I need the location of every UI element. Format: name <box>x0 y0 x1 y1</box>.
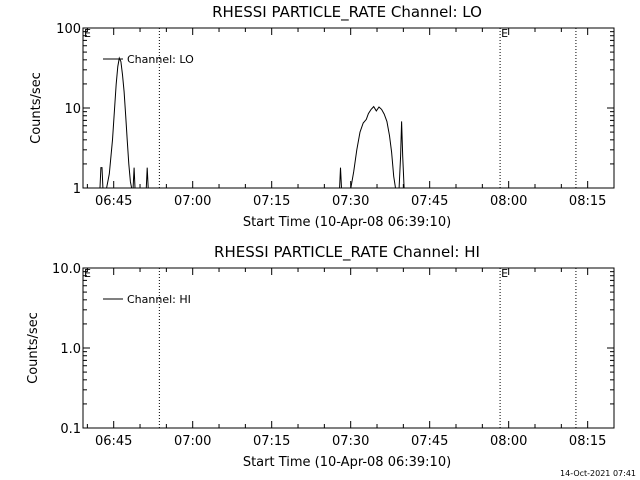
y-tick-label: 1 <box>73 182 81 197</box>
x-tick-label: 07:30 <box>332 434 369 449</box>
time-marker-label: E <box>501 27 508 40</box>
y-tick-label: 10.0 <box>52 262 81 277</box>
legend: Channel: LO <box>103 53 194 66</box>
x-tick-label: 06:45 <box>95 434 132 449</box>
x-tick-label: 06:45 <box>95 194 132 209</box>
time-marker-label: E <box>501 267 508 280</box>
chart-title: RHESSI PARTICLE_RATE Channel: LO <box>212 3 482 22</box>
y-tick-label: 1.0 <box>60 342 81 357</box>
axis-ticks: 06:45 07:00 07:15 07:30 07:45 08:00 08:15 1 10 10… <box>56 22 615 209</box>
time-markers: E <box>158 267 577 428</box>
y-axis-label: Counts/sec <box>26 312 41 384</box>
legend-entry: Channel: HI <box>127 293 191 306</box>
y-tick-label: 0.1 <box>60 422 81 437</box>
x-tick-label: 07:15 <box>253 194 290 209</box>
time-markers: E <box>158 27 577 188</box>
legend: Channel: HI <box>103 293 191 306</box>
footer-timestamp: 14-Oct-2021 07:41 <box>560 469 636 478</box>
x-tick-label: 08:00 <box>490 194 527 209</box>
edge-marker-label: E <box>84 267 91 280</box>
chart-panel-hi: RHESSI PARTICLE_RATE Channel: HI Start T… <box>26 243 615 470</box>
legend-entry: Channel: LO <box>127 53 194 66</box>
x-tick-label: 08:00 <box>490 434 527 449</box>
chart-title: RHESSI PARTICLE_RATE Channel: HI <box>214 243 480 262</box>
x-tick-label: 07:15 <box>253 434 290 449</box>
series-line <box>99 56 405 188</box>
edge-marker-label: E <box>84 27 91 40</box>
chart-panel-lo: RHESSI PARTICLE_RATE Channel: LO Start T… <box>29 3 615 230</box>
x-tick-label: 07:00 <box>174 194 211 209</box>
x-tick-label: 07:45 <box>411 434 448 449</box>
y-tick-label: 100 <box>56 22 81 37</box>
y-axis-label: Counts/sec <box>29 72 44 144</box>
y-tick-label: 10 <box>64 102 81 117</box>
x-tick-label: 07:45 <box>411 194 448 209</box>
x-tick-label: 07:30 <box>332 194 369 209</box>
x-tick-label: 07:00 <box>174 434 211 449</box>
x-tick-label: 08:15 <box>569 194 606 209</box>
axis-ticks: 06:45 07:00 07:15 07:30 07:45 08:00 08:15 0.1 1.… <box>52 262 615 449</box>
x-axis-label: Start Time (10-Apr-08 06:39:10) <box>243 455 451 470</box>
x-tick-label: 08:15 <box>569 434 606 449</box>
series-group <box>99 56 405 188</box>
x-axis-label: Start Time (10-Apr-08 06:39:10) <box>243 215 451 230</box>
